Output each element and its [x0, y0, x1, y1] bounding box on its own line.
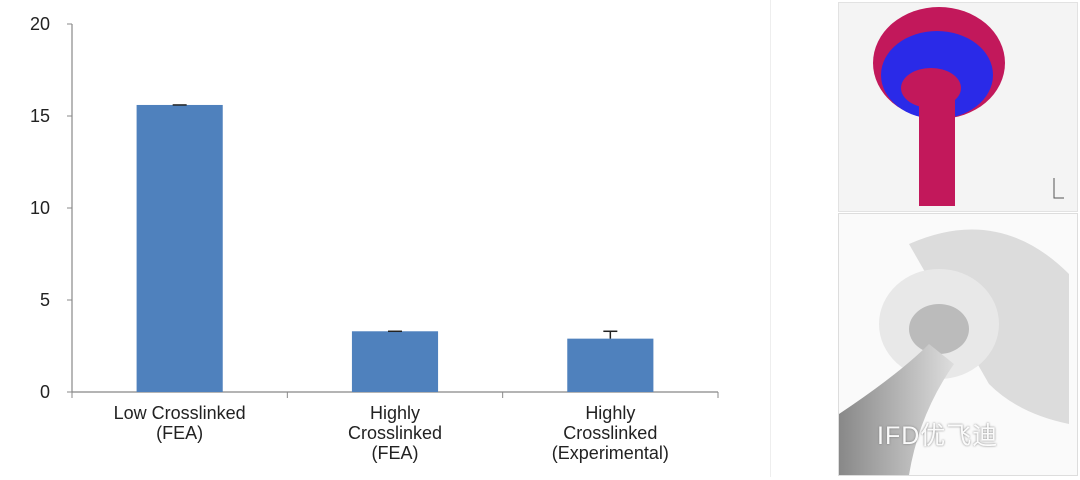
- implant-photo: IFD优飞迪: [838, 213, 1078, 476]
- y-tick-label: 20: [30, 14, 50, 34]
- x-tick-label: Crosslinked: [348, 423, 442, 443]
- bar: [567, 338, 654, 392]
- y-tick-label: 15: [30, 106, 50, 126]
- divider: [770, 0, 771, 477]
- x-tick-label: (Experimental): [552, 443, 669, 463]
- x-tick-label: Highly: [585, 403, 635, 423]
- x-tick-label: (FEA): [372, 443, 419, 463]
- watermark: IFD优飞迪: [877, 422, 999, 450]
- y-tick-label: 0: [40, 382, 50, 402]
- x-tick-label: (FEA): [156, 423, 203, 443]
- y-tick-label: 5: [40, 290, 50, 310]
- fea-model-image: [838, 2, 1078, 212]
- bar: [351, 331, 439, 392]
- x-tick-label: Highly: [370, 403, 420, 423]
- y-tick-label: 10: [30, 198, 50, 218]
- x-tick-label: Crosslinked: [563, 423, 657, 443]
- bar: [136, 104, 223, 393]
- x-tick-label: Low Crosslinked: [114, 403, 246, 423]
